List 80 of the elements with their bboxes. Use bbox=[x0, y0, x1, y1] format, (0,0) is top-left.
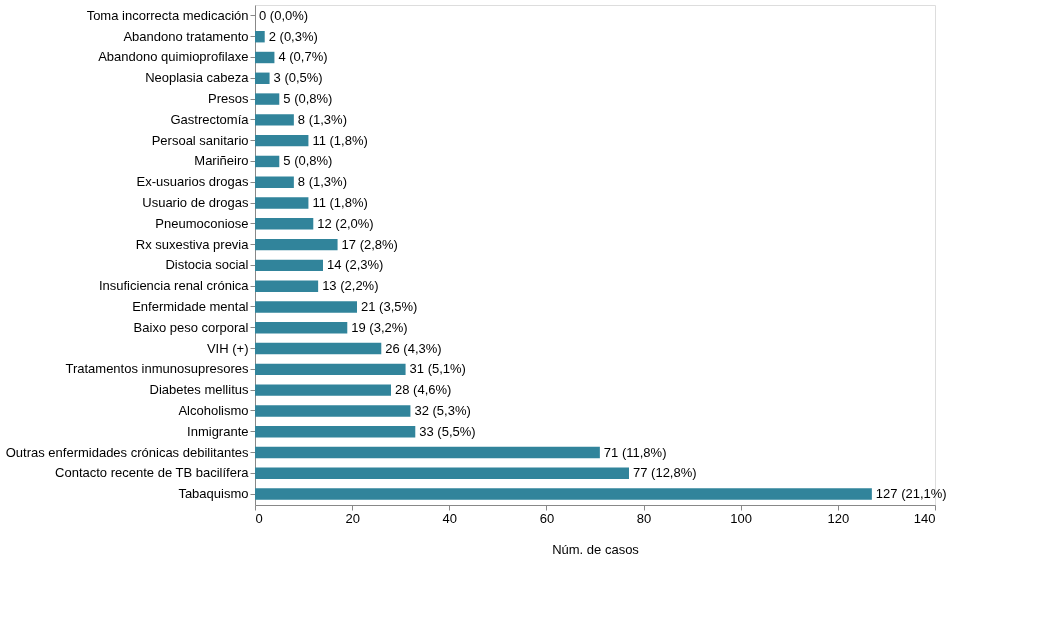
bar bbox=[255, 426, 416, 438]
bar bbox=[255, 384, 391, 396]
data-label: 3 (0,5%) bbox=[273, 70, 323, 86]
y-tick-label: Outras enfermidades crónicas debilitantes bbox=[5, 444, 249, 460]
bar bbox=[255, 322, 348, 334]
bar bbox=[255, 342, 382, 355]
y-tick-label: Presos bbox=[208, 91, 249, 107]
x-tick-label: 40 bbox=[442, 510, 458, 526]
x-tick-label: 0 bbox=[255, 510, 263, 526]
y-tick-label: Tabaquismo bbox=[178, 486, 249, 502]
data-label: 31 (5,1%) bbox=[409, 361, 466, 377]
x-tick-label: 120 bbox=[827, 510, 850, 526]
x-tick-label: 20 bbox=[345, 510, 360, 526]
y-tick-label: Inmigrante bbox=[187, 423, 249, 439]
y-tick-label: Toma incorrecta medicación bbox=[86, 7, 249, 23]
y-tick-label: Persoal sanitario bbox=[151, 132, 249, 148]
data-label: 17 (2,8%) bbox=[341, 236, 398, 252]
data-label: 77 (12,8%) bbox=[633, 465, 697, 481]
y-tick-label: Insuficiencia renal crónica bbox=[98, 278, 250, 294]
data-label: 28 (4,6%) bbox=[395, 382, 452, 398]
data-label: 26 (4,3%) bbox=[385, 340, 442, 356]
x-tick-label: 140 bbox=[913, 510, 936, 526]
data-label: 12 (2,0%) bbox=[317, 215, 374, 231]
bar bbox=[255, 134, 309, 147]
data-label: 21 (3,5%) bbox=[361, 298, 418, 314]
data-label: 71 (11,8%) bbox=[603, 444, 667, 460]
y-tick-label: Mariñeiro bbox=[194, 153, 249, 169]
y-tick-label: Alcoholismo bbox=[178, 402, 249, 418]
bar bbox=[255, 30, 265, 43]
bar bbox=[255, 488, 872, 500]
y-tick-label: Abandono quimioprofilaxe bbox=[98, 49, 249, 65]
y-tick-label: Rx suxestiva previa bbox=[135, 236, 250, 252]
y-tick-label: Contacto recente de TB bacilífera bbox=[55, 465, 250, 481]
bar bbox=[255, 280, 319, 292]
bar bbox=[255, 114, 294, 126]
bar bbox=[255, 155, 280, 168]
bar bbox=[255, 93, 280, 105]
data-label: 5 (0,8%) bbox=[283, 153, 333, 169]
data-label: 4 (0,7%) bbox=[278, 49, 328, 65]
data-label: 8 (1,3%) bbox=[297, 174, 347, 190]
bar bbox=[255, 51, 275, 64]
bar bbox=[255, 467, 629, 480]
data-label: 33 (5,5%) bbox=[419, 423, 476, 439]
bar bbox=[255, 72, 270, 84]
bar bbox=[255, 405, 411, 417]
bar bbox=[255, 301, 357, 313]
bar bbox=[255, 218, 314, 230]
y-tick-label: Baixo peso corporal bbox=[133, 319, 249, 335]
y-tick-label: Abandono tratamento bbox=[123, 28, 249, 44]
data-label: 127 (21,1%) bbox=[875, 486, 947, 502]
data-label: 2 (0,3%) bbox=[268, 28, 318, 44]
y-tick-label: Neoplasia cabeza bbox=[145, 70, 250, 86]
data-label: 0 (0,0%) bbox=[259, 7, 309, 23]
y-tick-label: Distocia social bbox=[165, 257, 249, 273]
y-tick-label: Enfermidade mental bbox=[132, 298, 249, 314]
data-label: 5 (0,8%) bbox=[283, 91, 333, 107]
y-tick-label: Ex-usuarios drogas bbox=[136, 174, 249, 190]
data-label: 11 (1,8%) bbox=[312, 132, 368, 148]
y-tick-label: Tratamentos inmunosupresores bbox=[65, 361, 249, 377]
bar bbox=[255, 238, 338, 251]
y-tick-label: VIH (+) bbox=[206, 340, 249, 356]
bar bbox=[255, 446, 600, 459]
data-label: 13 (2,2%) bbox=[322, 278, 379, 294]
data-label: 8 (1,3%) bbox=[297, 111, 347, 127]
bar bbox=[255, 197, 309, 209]
x-tick-label: 80 bbox=[636, 510, 652, 526]
bar bbox=[255, 259, 323, 272]
x-axis-title: Núm. de casos bbox=[552, 541, 640, 557]
data-label: 11 (1,8%) bbox=[312, 195, 368, 211]
x-tick-label: 60 bbox=[539, 510, 555, 526]
data-label: 14 (2,3%) bbox=[327, 257, 384, 273]
y-tick-label: Pneumoconiose bbox=[155, 215, 249, 231]
data-label: 32 (5,3%) bbox=[414, 402, 471, 418]
bar bbox=[255, 363, 406, 376]
y-tick-label: Usuario de drogas bbox=[142, 195, 249, 211]
x-tick-label: 100 bbox=[730, 510, 753, 526]
bar bbox=[255, 176, 294, 188]
y-tick-label: Gastrectomía bbox=[170, 111, 250, 127]
y-tick-label: Diabetes mellitus bbox=[149, 382, 249, 398]
data-label: 19 (3,2%) bbox=[351, 319, 408, 335]
